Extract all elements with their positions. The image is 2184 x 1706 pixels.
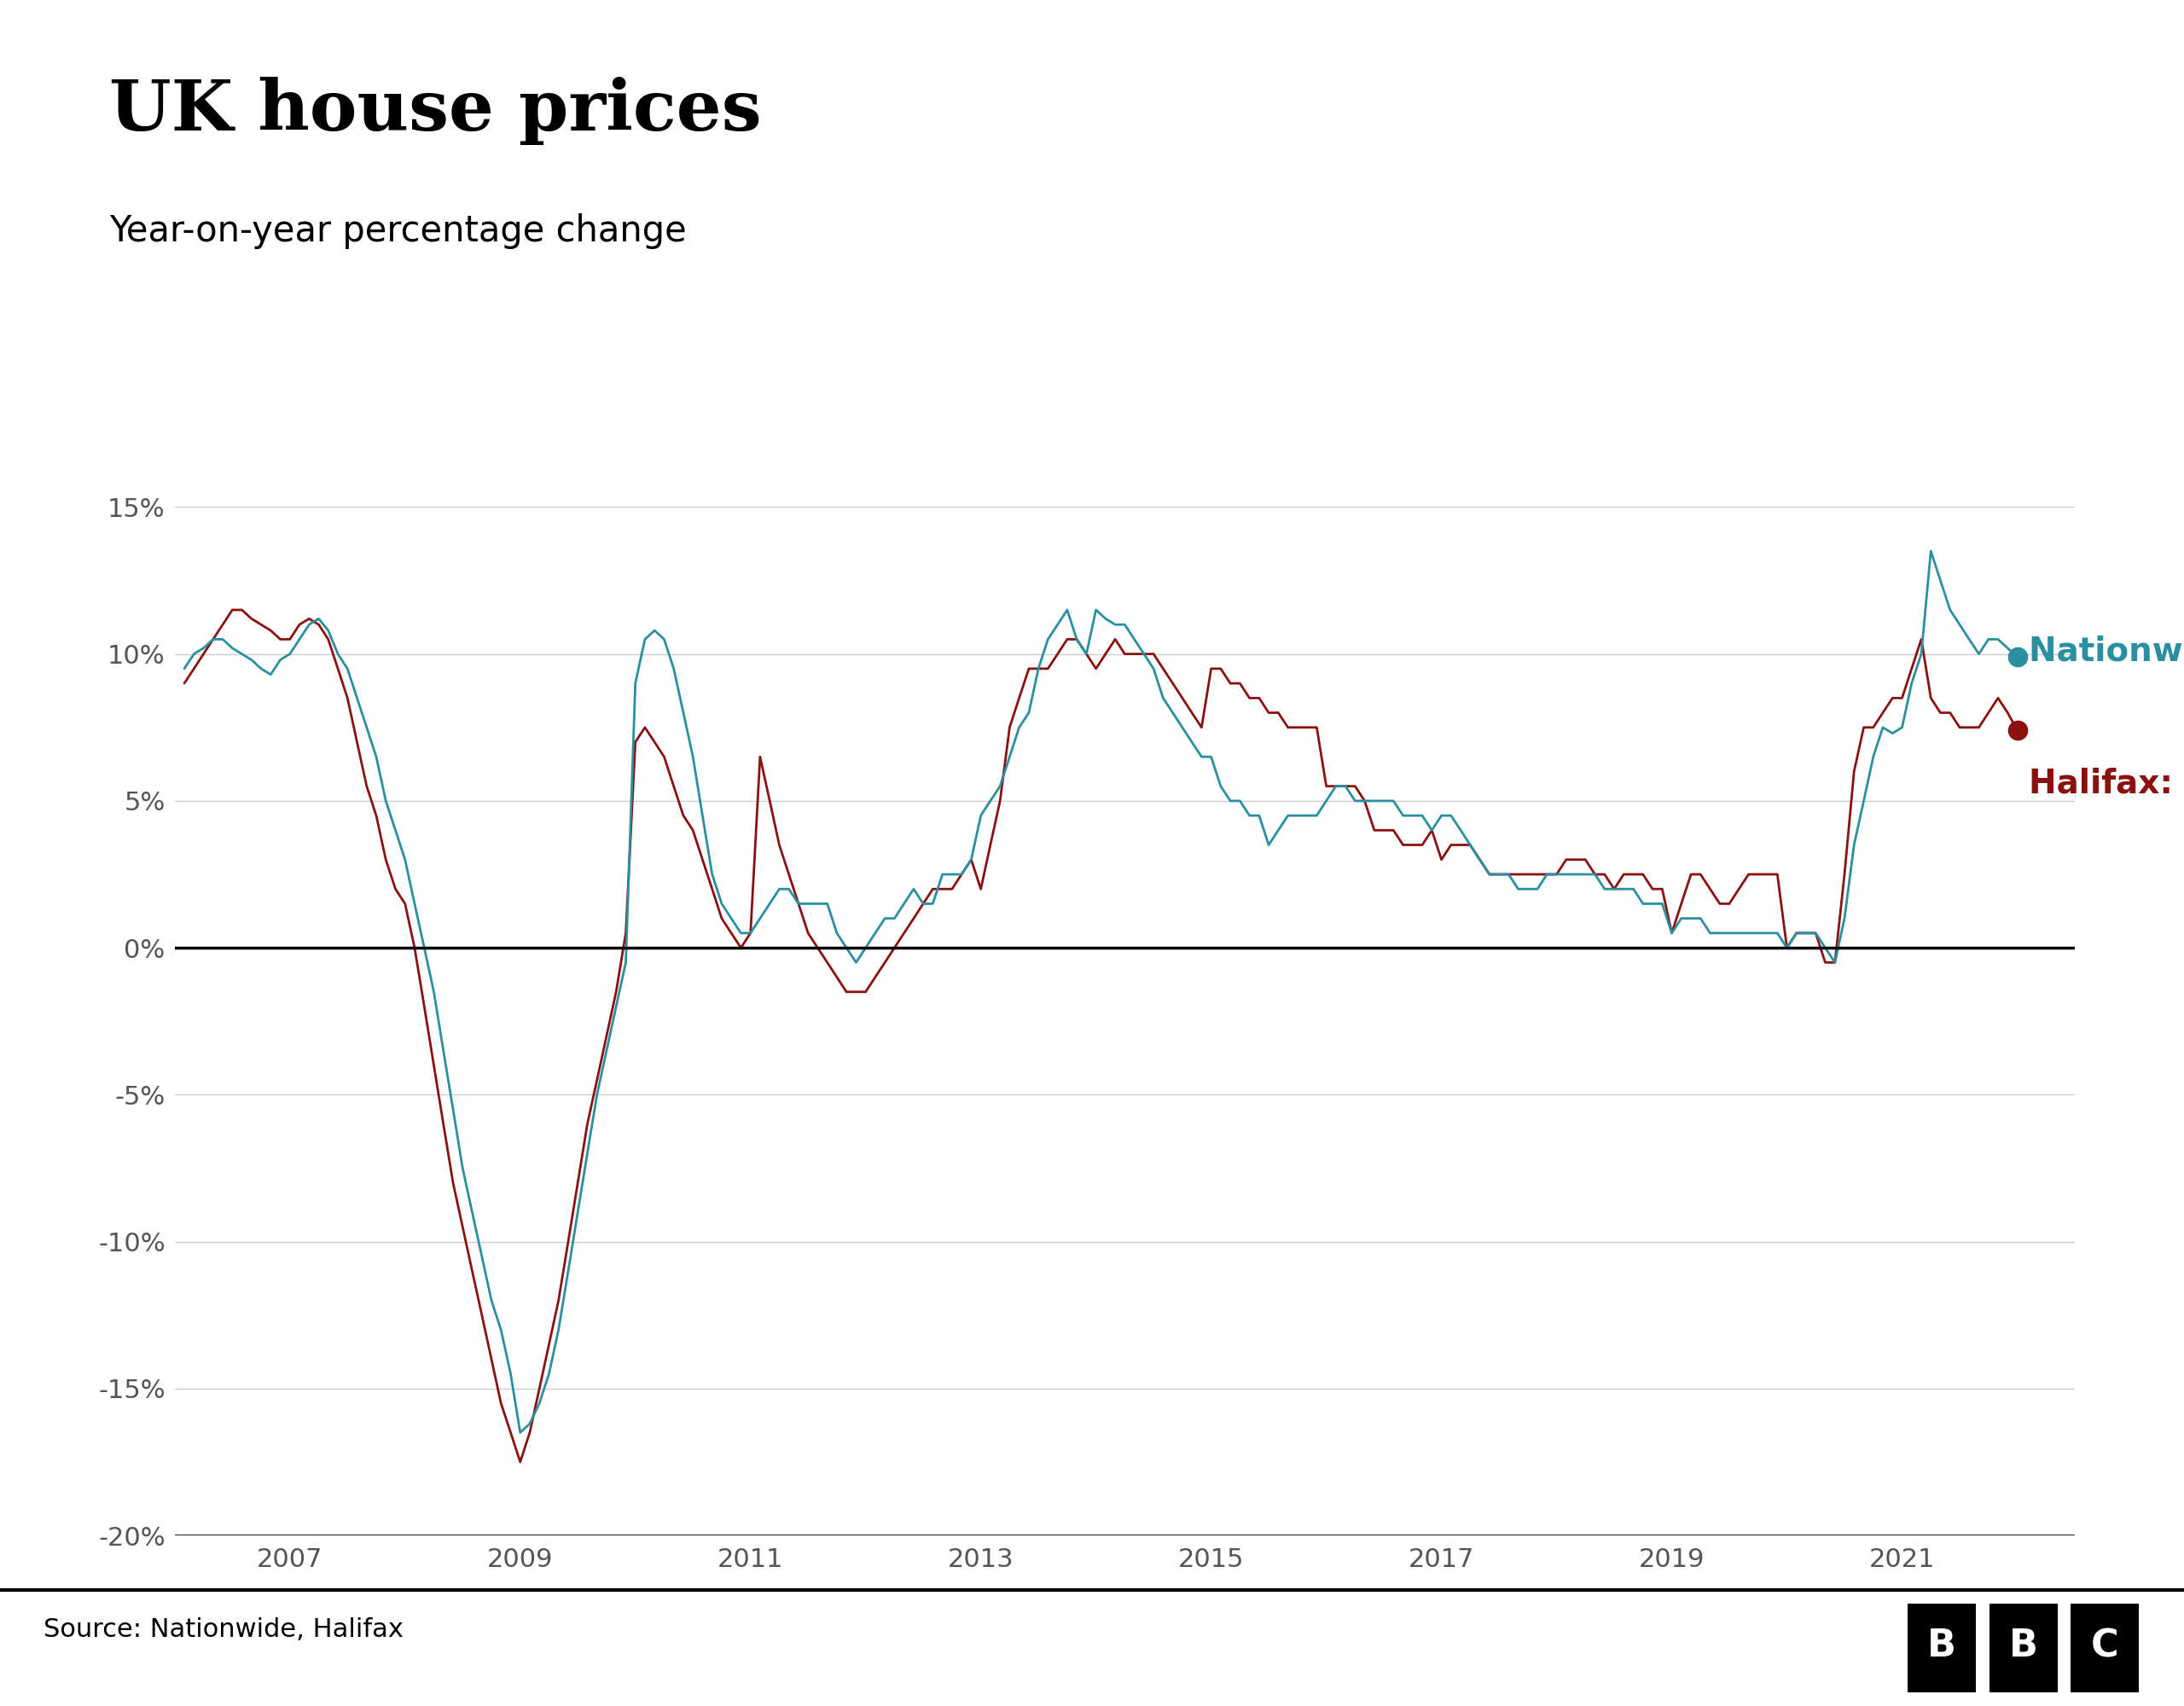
- Text: B: B: [2009, 1628, 2038, 1665]
- Bar: [1907, 1604, 1977, 1692]
- Text: Nationwide: 9.9%: Nationwide: 9.9%: [2029, 635, 2184, 667]
- Text: C: C: [2090, 1628, 2118, 1665]
- Text: Year-on-year percentage change: Year-on-year percentage change: [109, 213, 686, 249]
- Text: UK house prices: UK house prices: [109, 77, 762, 145]
- Bar: [2070, 1604, 2138, 1692]
- Text: B: B: [1928, 1628, 1957, 1665]
- Bar: [1990, 1604, 2057, 1692]
- Text: Halifax: 7.4%: Halifax: 7.4%: [2029, 768, 2184, 800]
- Text: Source: Nationwide, Halifax: Source: Nationwide, Halifax: [44, 1617, 404, 1641]
